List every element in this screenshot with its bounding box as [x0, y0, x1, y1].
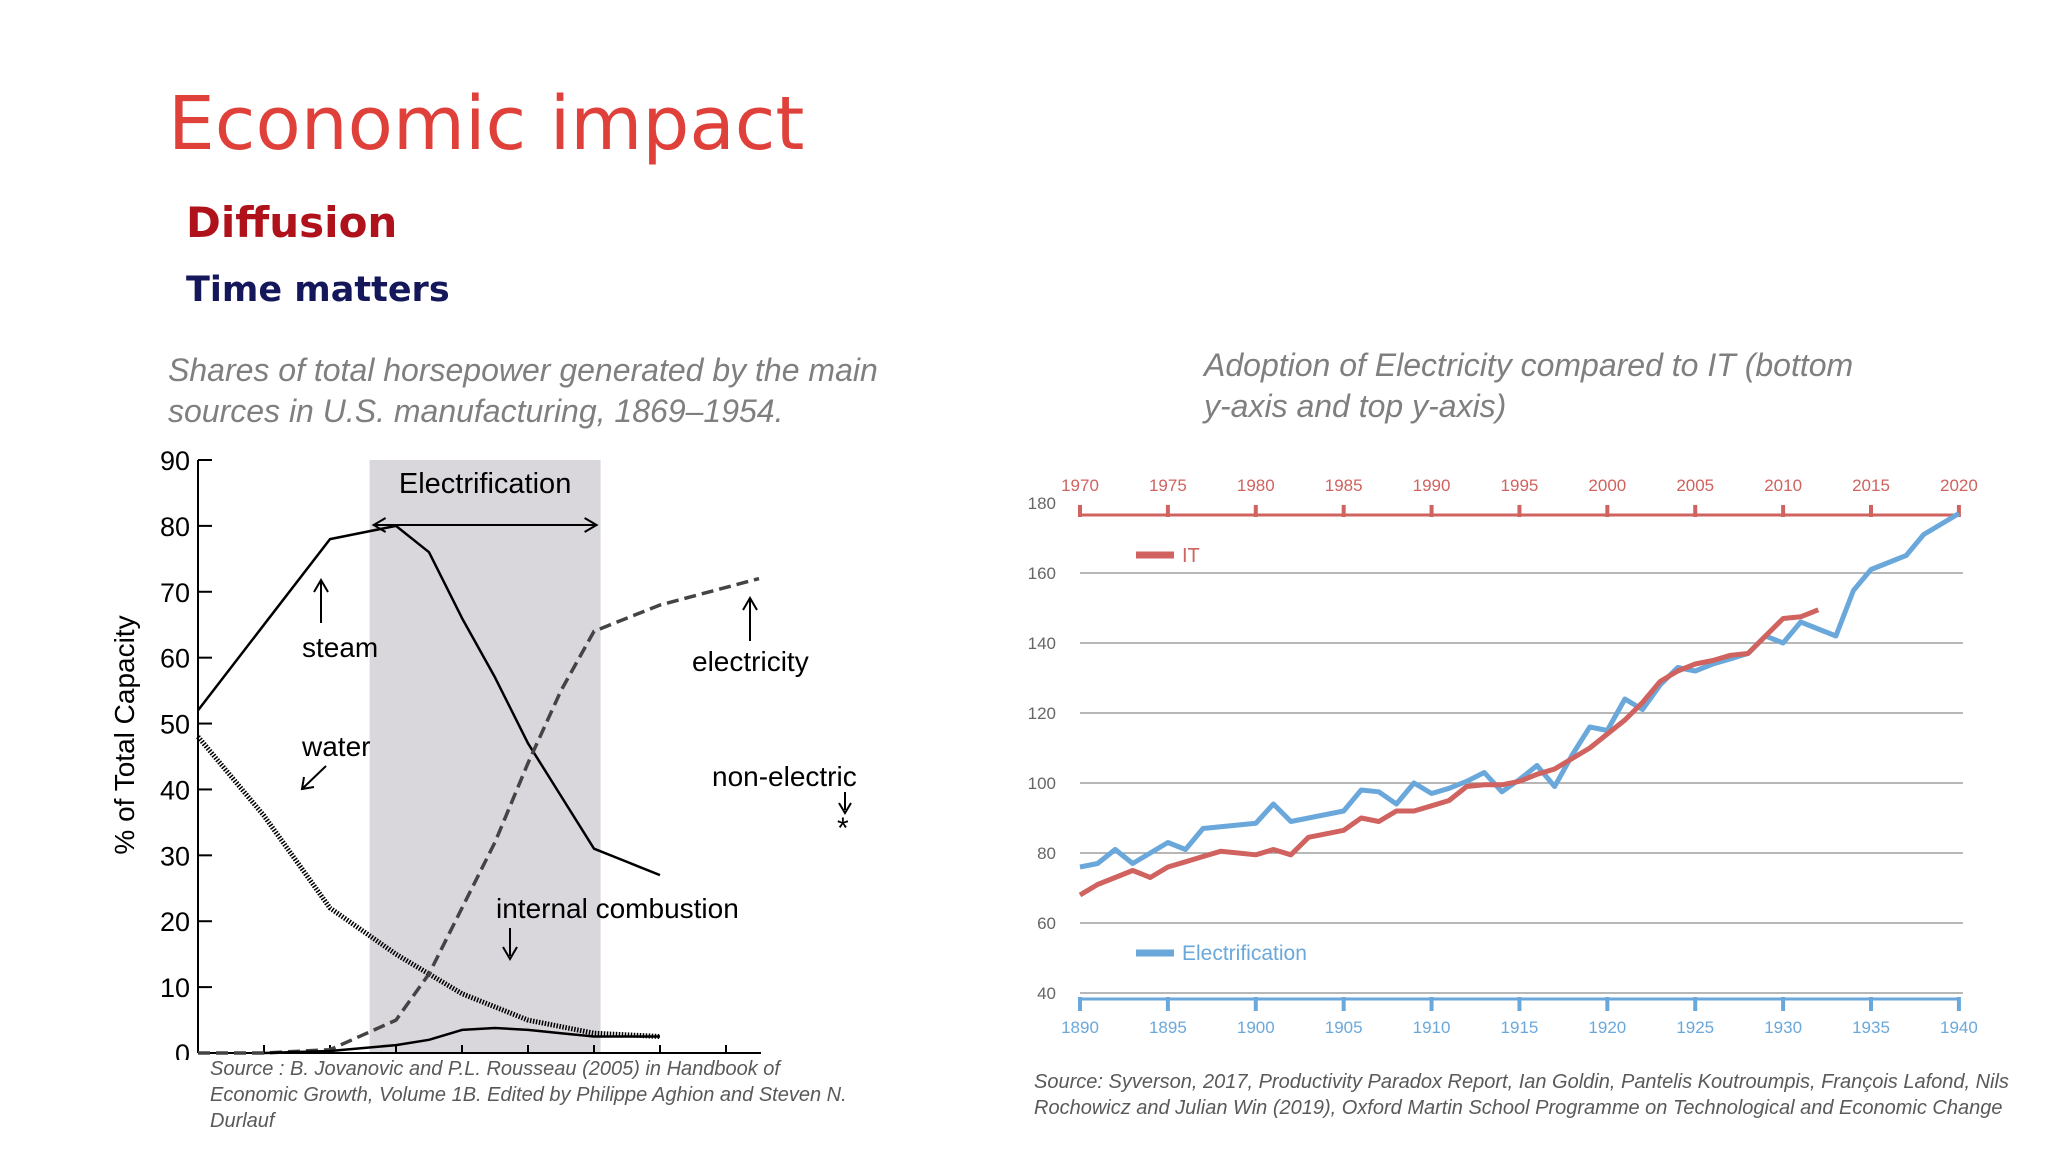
top-x-tick-label: 2015	[1852, 476, 1890, 495]
top-x-tick-label: 2010	[1764, 476, 1802, 495]
chart1-annotations: steam water electricity non-electric int…	[300, 517, 857, 961]
chart2-gridlines	[1080, 572, 1963, 994]
y-tick-label: 40	[1037, 984, 1056, 1003]
top-x-tick-label: 2000	[1588, 476, 1626, 495]
electrification-region-label: Electrification	[399, 468, 571, 500]
bottom-x-tick-label: 1905	[1325, 1018, 1363, 1037]
top-x-tick-label: 1995	[1501, 476, 1539, 495]
y-tick-label: 80	[1037, 844, 1056, 863]
slide-title: Economic impact	[168, 81, 805, 167]
top-x-tick-label: 1985	[1325, 476, 1363, 495]
y-tick-label: 160	[1028, 564, 1056, 583]
electrification-shaded-region	[369, 460, 601, 1053]
y-tick-label: 40	[160, 775, 190, 805]
range-arrow-left-head	[371, 517, 387, 533]
bottom-x-tick-label: 1900	[1237, 1018, 1275, 1037]
y-tick-label: 90	[160, 446, 190, 476]
electrification-range-arrow	[371, 517, 599, 533]
chart2-ticks: 40 60 80 100 120 140 160 180 1970 1975 1980 1985 199…	[1028, 476, 1978, 1037]
annotation-non-electric: non-electric	[712, 761, 857, 792]
annotation-arrows	[300, 578, 852, 961]
top-x-tick-label: 1990	[1413, 476, 1451, 495]
annotation-asterisk: *	[837, 812, 849, 845]
y-tick-label: 180	[1028, 494, 1056, 513]
top-x-tick-label: 2005	[1676, 476, 1714, 495]
chart2-series	[1078, 511, 1961, 898]
top-x-tick-label: 1980	[1237, 476, 1275, 495]
bottom-x-tick-label: 1890	[1061, 1018, 1099, 1037]
y-tick-label: 50	[160, 710, 190, 740]
slide-subtitle: Diffusion	[186, 198, 398, 247]
range-arrow-right-head	[584, 517, 599, 533]
y-tick-label: 30	[160, 841, 190, 871]
chart2-axes	[1080, 513, 1959, 1001]
chart1-ticks: 0102030405060708090186918791889189919091…	[160, 446, 727, 1060]
annotation-steam: steam	[302, 632, 378, 663]
series-line-internal-combustion	[263, 1026, 660, 1055]
annotation-water: water	[301, 731, 370, 762]
bottom-x-tick-label: 1935	[1852, 1018, 1890, 1037]
series-line-electricity	[198, 576, 760, 1055]
y-tick-label: 70	[160, 578, 190, 608]
series-line-electrification	[1079, 511, 1961, 870]
bottom-x-tick-label: 1915	[1501, 1018, 1539, 1037]
y-tick-label: 120	[1028, 704, 1056, 723]
bottom-x-tick-label: 1910	[1413, 1018, 1451, 1037]
y-tick-label: 140	[1028, 634, 1056, 653]
bottom-x-tick-label: 1930	[1764, 1018, 1802, 1037]
y-tick-label: 20	[160, 907, 190, 937]
chart2-legend: IT Electrification	[1136, 545, 1307, 965]
series-line-water	[196, 735, 661, 1039]
series-line-steam	[197, 524, 661, 877]
chart2-source: Source: Syverson, 2017, Productivity Par…	[1034, 1071, 2009, 1119]
top-x-tick-label: 2020	[1940, 476, 1978, 495]
y-tick-label: 100	[1028, 774, 1056, 793]
y-tick-label: 80	[160, 512, 190, 542]
y-tick-label: 0	[175, 1039, 190, 1060]
bottom-x-tick-label: 1925	[1676, 1018, 1714, 1037]
legend-it-label: IT	[1182, 545, 1200, 567]
horsepower-chart: 0102030405060708090186918791889189919091…	[109, 446, 857, 1060]
slide-subsubtitle: Time matters	[186, 270, 450, 310]
series-line-it	[1078, 607, 1820, 898]
top-x-tick-label: 1975	[1149, 476, 1187, 495]
y-tick-label: 60	[1037, 914, 1056, 933]
electricity-vs-it-chart: 40 60 80 100 120 140 160 180 1970 1975 1980 1985 199…	[1028, 476, 1978, 1037]
chart1-caption: Shares of total horsepower generated by …	[168, 352, 878, 429]
chart1-y-axis-label: % of Total Capacity	[109, 615, 140, 854]
annotation-electricity: electricity	[692, 646, 809, 677]
y-tick-label: 60	[160, 644, 190, 674]
chart1-source: Source : B. Jovanovic and P.L. Rousseau …	[210, 1058, 847, 1132]
chart2-caption: Adoption of Electricity compared to IT (…	[1204, 347, 1854, 424]
y-tick-label: 10	[160, 973, 190, 1003]
annotation-internal-combustion: internal combustion	[496, 893, 739, 924]
chart1-series	[196, 524, 760, 1055]
bottom-x-tick-label: 1895	[1149, 1018, 1187, 1037]
top-x-tick-label: 1970	[1061, 476, 1099, 495]
legend-electrification-label: Electrification	[1182, 942, 1307, 965]
bottom-x-tick-label: 1940	[1940, 1018, 1978, 1037]
bottom-x-tick-label: 1920	[1588, 1018, 1626, 1037]
